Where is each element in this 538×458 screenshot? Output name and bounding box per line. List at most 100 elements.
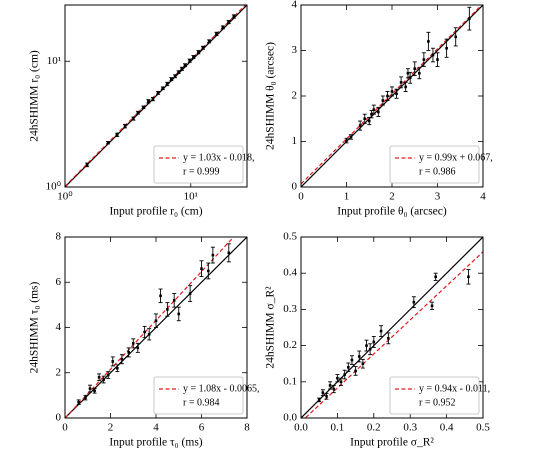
point — [361, 362, 365, 365]
point — [436, 58, 439, 61]
point — [367, 119, 371, 123]
point — [106, 141, 110, 145]
x-tick-label: 1 — [344, 191, 350, 203]
plot-area — [301, 5, 483, 187]
point — [408, 76, 412, 80]
point — [332, 387, 336, 391]
x-tick-label: 0.0 — [294, 422, 308, 434]
point — [422, 58, 426, 61]
point — [321, 391, 325, 394]
point — [357, 355, 361, 358]
point — [445, 46, 448, 50]
x-tick-label: 3 — [435, 191, 441, 203]
point — [143, 330, 146, 334]
point — [430, 304, 434, 308]
point — [177, 312, 181, 316]
point — [165, 82, 169, 86]
point — [201, 46, 205, 50]
x-axis-label: Input profile σ_R² — [350, 437, 434, 449]
axes-frame — [64, 236, 248, 419]
legend-text: r = 0.952 — [419, 397, 455, 408]
y-tick-label: 4 — [56, 321, 62, 333]
point — [317, 398, 321, 402]
point — [406, 71, 410, 75]
identity-line — [301, 237, 483, 418]
point — [192, 55, 195, 59]
axes-frame — [300, 236, 484, 419]
point — [328, 384, 332, 387]
point — [147, 332, 151, 336]
x-tick-label: 0.4 — [440, 422, 454, 434]
point — [227, 251, 231, 255]
legend-box — [153, 376, 244, 415]
point — [156, 91, 160, 95]
point — [215, 32, 218, 36]
point — [106, 373, 110, 377]
x-tick-label: 0 — [62, 422, 68, 434]
panel: 0 2 4 6 8 0 2 4 6 8 Input profile τ₀ (ms) 24hSHIMM … — [29, 231, 260, 449]
x-tick-label: 4 — [480, 191, 486, 203]
point — [111, 360, 115, 363]
point — [173, 74, 177, 78]
point — [127, 351, 130, 354]
axes-frame — [300, 4, 484, 188]
point — [123, 124, 127, 128]
y-tick-label: 8 — [56, 231, 62, 243]
x-tick-label: 0.2 — [367, 422, 381, 434]
x-tick-label: 0.3 — [403, 422, 417, 434]
y-tick-label: 0 — [56, 412, 62, 424]
y-tick-label: 0.1 — [283, 375, 297, 387]
y-tick-label: 6 — [56, 276, 62, 288]
point — [399, 81, 403, 84]
point — [172, 299, 176, 302]
legend-box — [389, 376, 480, 415]
point — [142, 106, 145, 109]
point — [336, 376, 339, 380]
fit-line — [304, 251, 483, 418]
legend-text: r = 0.986 — [419, 166, 455, 177]
y-axis-label: 24hSHIMM r₀ (cm) — [29, 50, 41, 142]
fit-line — [301, 5, 483, 185]
point — [102, 378, 105, 381]
point — [159, 294, 162, 298]
point — [136, 346, 140, 350]
point — [147, 100, 150, 103]
point — [221, 26, 225, 29]
point — [154, 319, 158, 323]
point — [370, 112, 373, 116]
point — [412, 300, 416, 304]
point — [188, 292, 192, 295]
y-tick-label: 2 — [56, 366, 62, 378]
point — [413, 67, 417, 70]
plot-area — [65, 5, 247, 187]
y-axis-label: 24hSHIMM θ₀ (arcsec) — [265, 42, 277, 150]
point — [77, 400, 80, 404]
point — [169, 77, 173, 81]
x-axis-label: Input profile θ₀ (arcsec) — [337, 206, 447, 218]
panel: 0 1 2 3 4 0 1 2 3 4 Input profile θ₀ (arcsec) 24hSH… — [265, 0, 493, 218]
x-tick-label: 0.5 — [476, 422, 490, 434]
point — [468, 17, 471, 20]
plot-area — [301, 237, 483, 418]
x-tick-label: 2 — [108, 422, 114, 434]
x-tick-label: 8 — [244, 422, 250, 434]
legend-text: y = 1.03x - 0.018, — [183, 152, 254, 163]
point — [207, 269, 210, 273]
point — [467, 275, 470, 279]
y-tick-label: 10¹ — [47, 55, 61, 67]
point — [93, 389, 96, 393]
point — [227, 20, 230, 24]
point — [151, 97, 155, 101]
point — [368, 347, 372, 351]
point — [387, 337, 390, 340]
point — [372, 340, 376, 344]
point — [390, 90, 394, 93]
x-axis-label: Input profile r₀ (cm) — [109, 206, 202, 218]
point — [115, 133, 119, 137]
point — [84, 396, 87, 399]
point — [404, 85, 407, 89]
point — [395, 92, 398, 96]
point — [345, 139, 348, 142]
point — [166, 308, 169, 311]
